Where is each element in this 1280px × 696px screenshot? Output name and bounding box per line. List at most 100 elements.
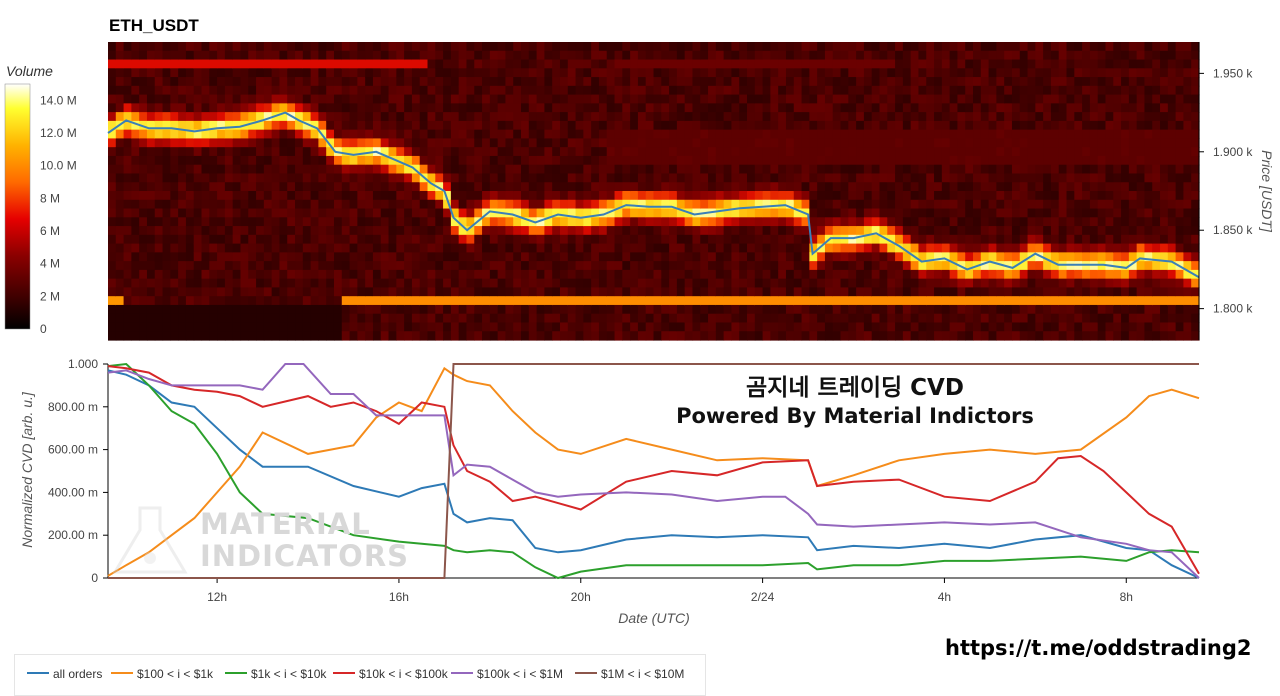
heatmap-cell [201,77,210,87]
heatmap-cell [684,234,694,245]
heatmap-cell [614,269,623,280]
heatmap-cell [793,261,803,271]
heatmap-cell [326,120,335,131]
heatmap-cell [248,261,257,271]
heatmap-cell [1175,103,1185,113]
heatmap-cell [217,296,226,306]
legend-item[interactable]: $10k < i < $100k [333,667,448,683]
heatmap-cell [700,304,709,315]
heatmap-cell [287,269,296,280]
telegram-link[interactable]: https://t.me/oddstrading2 [945,636,1252,660]
heatmap-cell [1128,304,1138,315]
heatmap-cell [544,304,553,315]
heatmap-cell [1058,59,1068,69]
heatmap-cell [232,94,242,104]
heatmap-cell [302,199,312,210]
heatmap-cell [926,199,935,210]
heatmap-cell [209,269,218,280]
heatmap-cell [669,94,678,104]
heatmap-cell [567,269,577,280]
heatmap-cell [1043,304,1052,315]
legend-item[interactable]: $1k < i < $10k [225,667,326,683]
heatmap-cell [279,313,288,324]
heatmap-cell [1105,217,1114,227]
heatmap-cell [404,85,413,96]
heatmap-cell [396,261,405,271]
heatmap-cell [1058,208,1068,218]
heatmap-cell [926,278,935,289]
heatmap-cell [637,155,647,166]
heatmap-cell [832,243,842,253]
heatmap-cell [302,191,312,201]
heatmap-cell [591,120,600,131]
heatmap-cell [1167,191,1177,201]
heatmap-cell [934,155,943,166]
heatmap-cell [988,155,997,166]
heatmap-cell [108,94,117,104]
heatmap-cell [653,226,662,236]
heatmap-cell [1058,85,1068,96]
heatmap-cell [474,243,483,253]
heatmap-cell [349,322,358,332]
heatmap-cell [427,243,436,253]
heatmap-cell [809,261,818,271]
heatmap-cell [185,304,195,315]
heatmap-cell [341,269,351,280]
legend-item[interactable]: $1M < i < $10M [575,667,684,683]
heatmap-cell [575,68,584,78]
heatmap-cell [996,331,1005,341]
legend-item[interactable]: all orders [27,667,102,683]
heatmap-cell [513,304,522,315]
legend-item[interactable]: $100k < i < $1M [451,667,563,683]
heatmap-cell [404,199,413,210]
heatmap-cell [708,296,717,306]
heatmap-cell [302,112,312,122]
heatmap-cell [1121,208,1130,218]
heatmap-cell [902,252,912,262]
heatmap-cell [559,85,569,96]
heatmap-cell [341,155,351,166]
heatmap-cell [427,269,436,280]
heatmap-cell [661,226,670,236]
heatmap-cell [856,50,865,61]
heatmap-cell [489,173,499,183]
heatmap-cell [232,243,242,253]
legend-item[interactable]: $100 < i < $1k [111,667,213,683]
heatmap-cell [1175,331,1185,341]
heatmap-cell [271,164,281,175]
heatmap-cell [661,68,670,78]
heatmap-cell [731,252,740,262]
heatmap-cell [513,331,522,341]
heatmap-cell [980,85,990,96]
heatmap-cell [801,304,810,315]
heatmap-cell [606,217,616,227]
heatmap-cell [256,199,265,210]
heatmap-cell [154,234,164,245]
heatmap-cell [676,269,686,280]
heatmap-cell [263,94,273,104]
heatmap-cell [645,173,655,183]
heatmap-cell [552,261,561,271]
heatmap-cell [622,226,631,236]
heatmap-cell [521,243,530,253]
heatmap-cell [614,287,623,297]
heatmap-cell [957,182,966,192]
heatmap-cell [139,208,148,218]
heatmap-cell [973,85,982,96]
heatmap-cell [692,296,701,306]
heatmap-cell [1027,182,1036,192]
heatmap-cell [583,94,592,104]
heatmap-cell [1043,322,1052,332]
heatmap-cell [1136,322,1146,332]
heatmap-cell [785,252,795,262]
heatmap-cell [232,120,242,131]
heatmap-cell [988,182,997,192]
heatmap-cell [1152,42,1161,52]
heatmap-cell [458,182,468,192]
heatmap-cell [591,42,600,52]
heatmap-cell [388,226,397,236]
heatmap-cell [1004,94,1013,104]
heatmap-cell [669,155,678,166]
heatmap-cell [372,217,382,227]
heatmap-cell [684,191,694,201]
